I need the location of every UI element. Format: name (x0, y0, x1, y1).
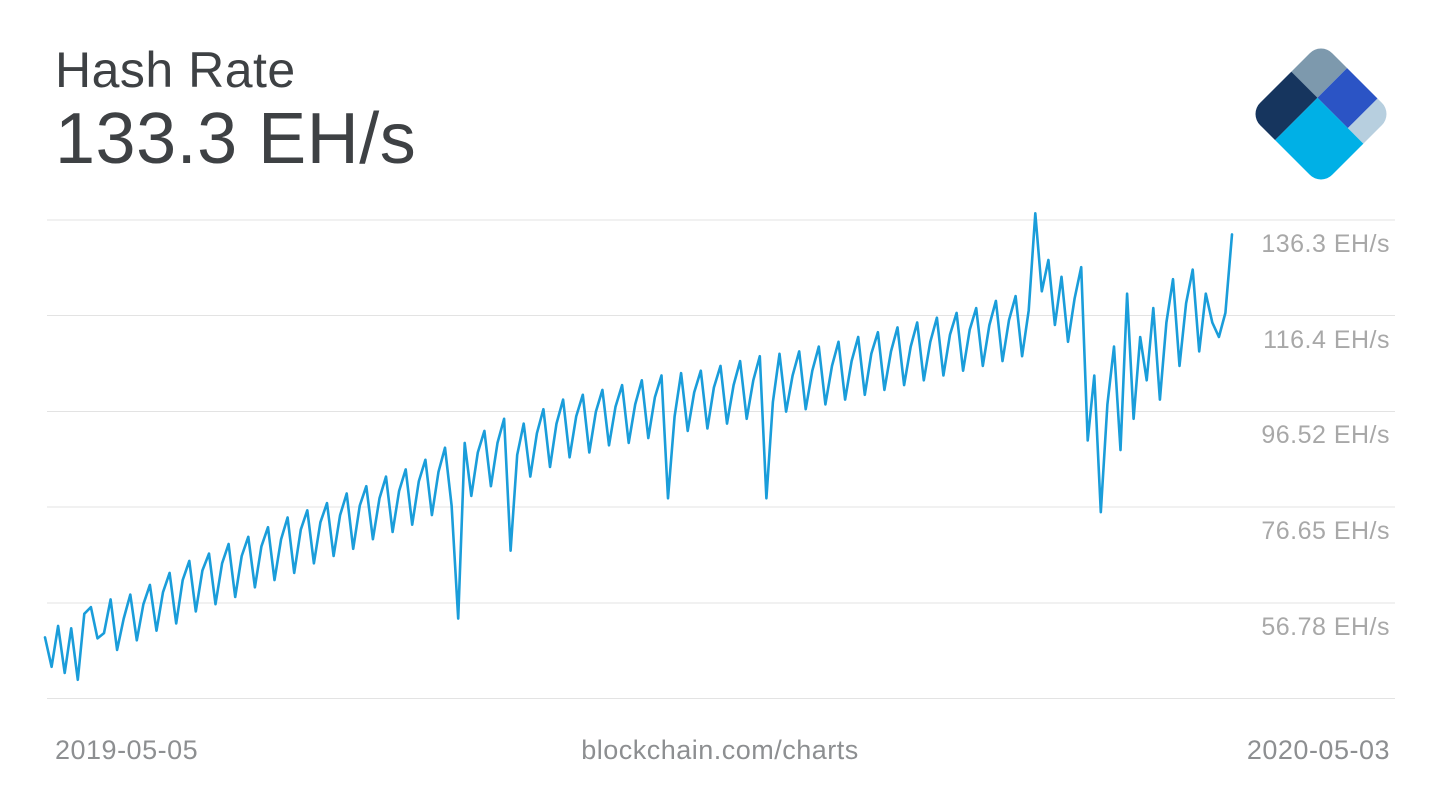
x-axis-end-date: 2020-05-03 (1246, 735, 1390, 765)
source-label: blockchain.com/charts (581, 735, 859, 765)
hashrate-line (43, 212, 1234, 682)
x-axis-start-date: 2019-05-05 (55, 735, 199, 765)
chart-header: Hash Rate 133.3 EH/s (55, 44, 416, 178)
y-axis-label: 136.3 EH/s (1261, 230, 1390, 258)
y-axis-label: 96.52 EH/s (1261, 421, 1390, 450)
y-axis-label: 56.78 EH/s (1261, 612, 1390, 641)
latest-value: 133.3 EH/s (55, 98, 417, 179)
page-title: Hash Rate (55, 42, 296, 98)
x-axis-footer: 2019-05-05 blockchain.com/charts 2020-05… (0, 735, 1440, 769)
y-axis-label: 76.65 EH/s (1261, 517, 1390, 546)
y-axis-label: 116.4 EH/s (1263, 325, 1390, 354)
